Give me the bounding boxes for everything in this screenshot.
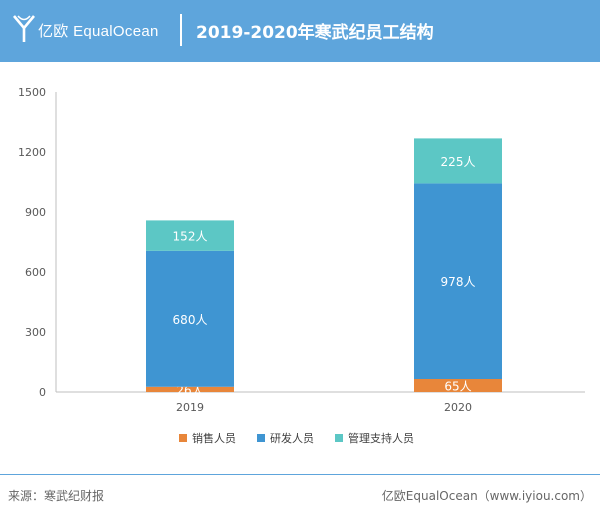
header-divider: [180, 14, 182, 46]
brand-name: 亿欧 EqualOcean: [38, 23, 159, 40]
page-title: 2019-2020年寒武纪员工结构: [196, 23, 434, 43]
legend-swatch: [179, 434, 187, 442]
data-label: 978人: [441, 275, 476, 289]
legend-label: 销售人员: [192, 431, 236, 445]
bar-segment: [414, 379, 502, 392]
y-tick-label: 1200: [18, 146, 46, 159]
y-tick-label: 1500: [18, 86, 46, 99]
data-label: 26人: [176, 383, 203, 397]
data-label: 152人: [173, 230, 208, 244]
legend-label: 管理支持人员: [348, 431, 414, 445]
bar-segment: [146, 386, 234, 392]
y-tick-label: 300: [25, 326, 46, 339]
legend-label: 研发人员: [270, 431, 314, 445]
legend-swatch: [335, 434, 343, 442]
stacked-bar-chart: 0 300 600 900 1200 1500 26人 680人 152人 2019 65人 978人…: [18, 86, 585, 445]
x-tick-label: 2020: [444, 401, 472, 414]
header-bar: 亿欧 EqualOcean 2019-2020年寒武纪员工结构: [0, 0, 600, 62]
bar-segment: [414, 183, 502, 379]
footer-divider: [0, 474, 600, 475]
legend-swatch: [257, 434, 265, 442]
y-tick-label: 0: [39, 386, 46, 399]
footer-credit: 亿欧EqualOcean（www.iyiou.com）: [381, 489, 592, 503]
bar-segment: [414, 138, 502, 184]
bar-segment: [146, 250, 234, 387]
y-tick-label: 600: [25, 266, 46, 279]
x-tick-label: 2019: [176, 401, 204, 414]
data-label: 680人: [173, 313, 208, 327]
data-label: 225人: [441, 155, 476, 169]
y-tick-label: 900: [25, 206, 46, 219]
data-label: 65人: [444, 380, 471, 394]
equalocean-logo-icon: [13, 15, 35, 42]
bar-segment: [146, 220, 234, 251]
source-note: 来源：寒武纪财报: [8, 489, 105, 503]
